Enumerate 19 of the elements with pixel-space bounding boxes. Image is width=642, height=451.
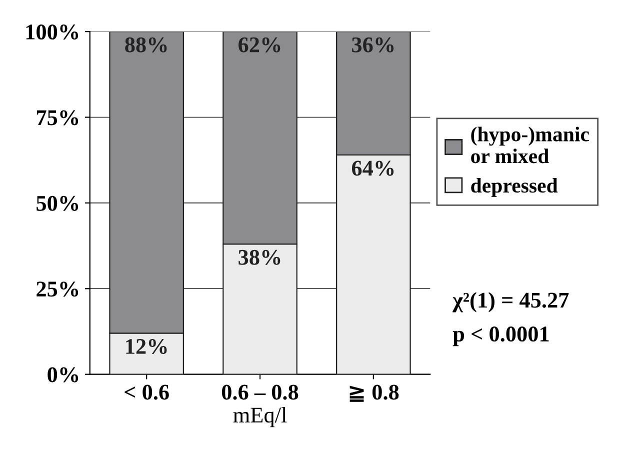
x-tick-label: < 0.6 xyxy=(124,384,169,400)
x-axis-title: mEq/l xyxy=(233,406,287,428)
data-label: 62% xyxy=(238,37,280,52)
text: p < 0.0001 xyxy=(452,326,549,346)
x-tick-label: 0.6 – 0.8 xyxy=(222,384,298,400)
data-label: 12% xyxy=(126,338,167,354)
legend-label: depressed xyxy=(471,178,558,197)
y-tick-label: 50% xyxy=(36,196,78,211)
y-tick-label: 100% xyxy=(26,24,78,40)
data-label: 36% xyxy=(352,37,394,52)
text: χ²(1) = 45.27 xyxy=(452,292,569,312)
y-tick-label: 0% xyxy=(48,367,78,382)
y-tick-label: 25% xyxy=(36,282,78,297)
data-label: 88% xyxy=(125,37,167,52)
data-label: 64% xyxy=(352,160,394,176)
x-tick-label: ≧ 0.8 xyxy=(350,384,399,402)
y-tick-label: 75% xyxy=(36,110,78,126)
data-label: 38% xyxy=(238,250,280,265)
legend-label: (hypo-)manic or mixed xyxy=(471,126,589,164)
